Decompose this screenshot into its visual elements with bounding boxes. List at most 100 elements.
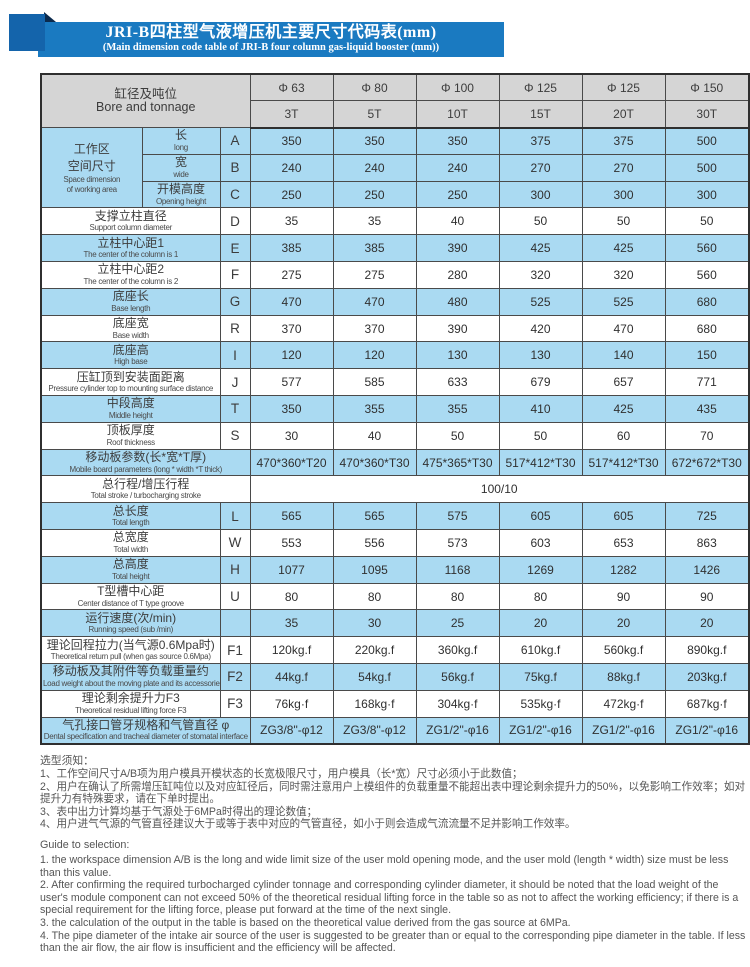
row-label: 开模高度 Opening height bbox=[141, 180, 221, 209]
dimension-spec-table: 缸径及吨位 Bore and tonnage Φ 63 Φ 80 Φ 100 Φ 125 Φ… bbox=[40, 73, 750, 745]
value-cell: 425 bbox=[581, 395, 666, 423]
value-cell: ZG1/2"-φ16 bbox=[664, 716, 750, 745]
row-label: 底座长 Base length bbox=[40, 287, 221, 316]
value-cell: 80 bbox=[332, 582, 417, 611]
value-cell: 605 bbox=[581, 502, 666, 531]
value-cell: 240 bbox=[332, 153, 417, 182]
value-cell: 35 bbox=[332, 207, 417, 236]
value-cell: 1269 bbox=[498, 555, 583, 584]
row-label: 总高度 Total height bbox=[40, 555, 221, 584]
row-code: T bbox=[219, 395, 251, 423]
value-cell: 270 bbox=[581, 153, 666, 182]
work-area-group-label: 工作区 空间尺寸 Space dimension of working area bbox=[40, 127, 143, 209]
value-cell: 270 bbox=[498, 153, 583, 182]
merged-value-cell: 100/10 bbox=[249, 475, 750, 504]
value-cell: 360kg.f bbox=[415, 636, 500, 665]
value-cell: 350 bbox=[332, 127, 417, 155]
value-cell: 304kg·f bbox=[415, 689, 500, 718]
value-cell: 50 bbox=[498, 421, 583, 450]
value-cell: 80 bbox=[498, 582, 583, 611]
row-label: 中段高度 Middle height bbox=[40, 395, 221, 423]
value-cell: 75kg.f bbox=[498, 663, 583, 691]
row-code: I bbox=[219, 341, 251, 370]
row-code: B bbox=[219, 153, 251, 182]
value-cell: 355 bbox=[415, 395, 500, 423]
value-cell: 300 bbox=[664, 180, 750, 209]
value-cell: 420 bbox=[498, 314, 583, 343]
row-label: 理论回程拉力(当气源0.6Mpa时) Theoretical return pul… bbox=[40, 636, 221, 665]
value-cell: 470 bbox=[581, 314, 666, 343]
value-cell: 355 bbox=[332, 395, 417, 423]
value-cell: 565 bbox=[249, 502, 334, 531]
value-cell: 320 bbox=[581, 261, 666, 289]
value-cell: ZG3/8"-φ12 bbox=[249, 716, 334, 745]
value-cell: 573 bbox=[415, 529, 500, 557]
value-cell: 472kg·f bbox=[581, 689, 666, 718]
value-cell: 275 bbox=[332, 261, 417, 289]
value-cell: 680 bbox=[664, 314, 750, 343]
row-label: 顶板厚度 Roof thickness bbox=[40, 421, 221, 450]
value-cell: 535kg·f bbox=[498, 689, 583, 718]
value-cell: 470*360*T20 bbox=[249, 448, 334, 477]
value-cell: 390 bbox=[415, 314, 500, 343]
value-cell: 375 bbox=[498, 127, 583, 155]
note-en-item: 4. The pipe diameter of the intake air s… bbox=[40, 929, 746, 955]
value-cell: 250 bbox=[249, 180, 334, 209]
column-header-tonnage: 20T bbox=[581, 100, 666, 129]
value-cell: 1095 bbox=[332, 555, 417, 584]
value-cell: 475*365*T30 bbox=[415, 448, 500, 477]
value-cell: 470 bbox=[332, 287, 417, 316]
row-code: R bbox=[219, 314, 251, 343]
value-cell: 575 bbox=[415, 502, 500, 531]
value-cell: 30 bbox=[332, 609, 417, 638]
note-en-item: 2. After confirming the required turboch… bbox=[40, 879, 739, 917]
row-label: 底座宽 Base width bbox=[40, 314, 221, 343]
page-header: JRI-B四柱型气液增压机主要尺寸代码表(mm) (Main dimension… bbox=[0, 0, 750, 73]
value-cell: 517*412*T30 bbox=[581, 448, 666, 477]
value-cell: 80 bbox=[415, 582, 500, 611]
notes-en-heading: Guide to selection: bbox=[40, 838, 130, 851]
value-cell: 560 bbox=[664, 234, 750, 263]
value-cell: 90 bbox=[581, 582, 666, 611]
value-cell: 50 bbox=[498, 207, 583, 236]
value-cell: 553 bbox=[249, 529, 334, 557]
row-code: S bbox=[219, 421, 251, 450]
value-cell: 565 bbox=[332, 502, 417, 531]
value-cell: 168kg·f bbox=[332, 689, 417, 718]
column-header-bore: Φ 150 bbox=[664, 73, 750, 102]
row-code bbox=[219, 609, 251, 638]
column-header-tonnage: 30T bbox=[664, 100, 750, 129]
value-cell: 1168 bbox=[415, 555, 500, 584]
value-cell: 390 bbox=[415, 234, 500, 263]
value-cell: 50 bbox=[581, 207, 666, 236]
note-zh-item: 3、表中出力计算均基于气源处于6MPa时得出的理论数值； bbox=[40, 805, 318, 818]
row-label: 立柱中心距1 The center of the column is 1 bbox=[40, 234, 221, 263]
column-header-tonnage: 10T bbox=[415, 100, 500, 129]
column-header-bore: Φ 125 bbox=[498, 73, 583, 102]
note-en-item: 3. the calculation of the output in the … bbox=[40, 916, 571, 929]
value-cell: 88kg.f bbox=[581, 663, 666, 691]
value-cell: 35 bbox=[249, 609, 334, 638]
row-code: C bbox=[219, 180, 251, 209]
value-cell: 220kg.f bbox=[332, 636, 417, 665]
value-cell: 350 bbox=[249, 127, 334, 155]
value-cell: 410 bbox=[498, 395, 583, 423]
row-code: H bbox=[219, 555, 251, 584]
value-cell: 350 bbox=[249, 395, 334, 423]
value-cell: 90 bbox=[664, 582, 750, 611]
row-code: D bbox=[219, 207, 251, 236]
ribbon-fold-decoration bbox=[44, 12, 56, 22]
value-cell: ZG1/2"-φ16 bbox=[415, 716, 500, 745]
selection-notes: 选型须知： 1、工作空间尺寸A/B项为用户模具开模状态的长宽极限尺寸，用户模具（… bbox=[40, 755, 746, 955]
value-cell: 50 bbox=[664, 207, 750, 236]
row-code: E bbox=[219, 234, 251, 263]
value-cell: ZG1/2"-φ16 bbox=[498, 716, 583, 745]
column-header-tonnage: 5T bbox=[332, 100, 417, 129]
row-label: 支撑立柱直径 Support column diameter bbox=[40, 207, 221, 236]
row-label: 底座高 High base bbox=[40, 341, 221, 370]
value-cell: 240 bbox=[415, 153, 500, 182]
page-title: JRI-B四柱型气液增压机主要尺寸代码表(mm) bbox=[105, 24, 437, 41]
notes-en-block: Guide to selection: 1. the workspace dim… bbox=[40, 839, 746, 955]
row-label: 总宽度 Total width bbox=[40, 529, 221, 557]
value-cell: 70 bbox=[664, 421, 750, 450]
